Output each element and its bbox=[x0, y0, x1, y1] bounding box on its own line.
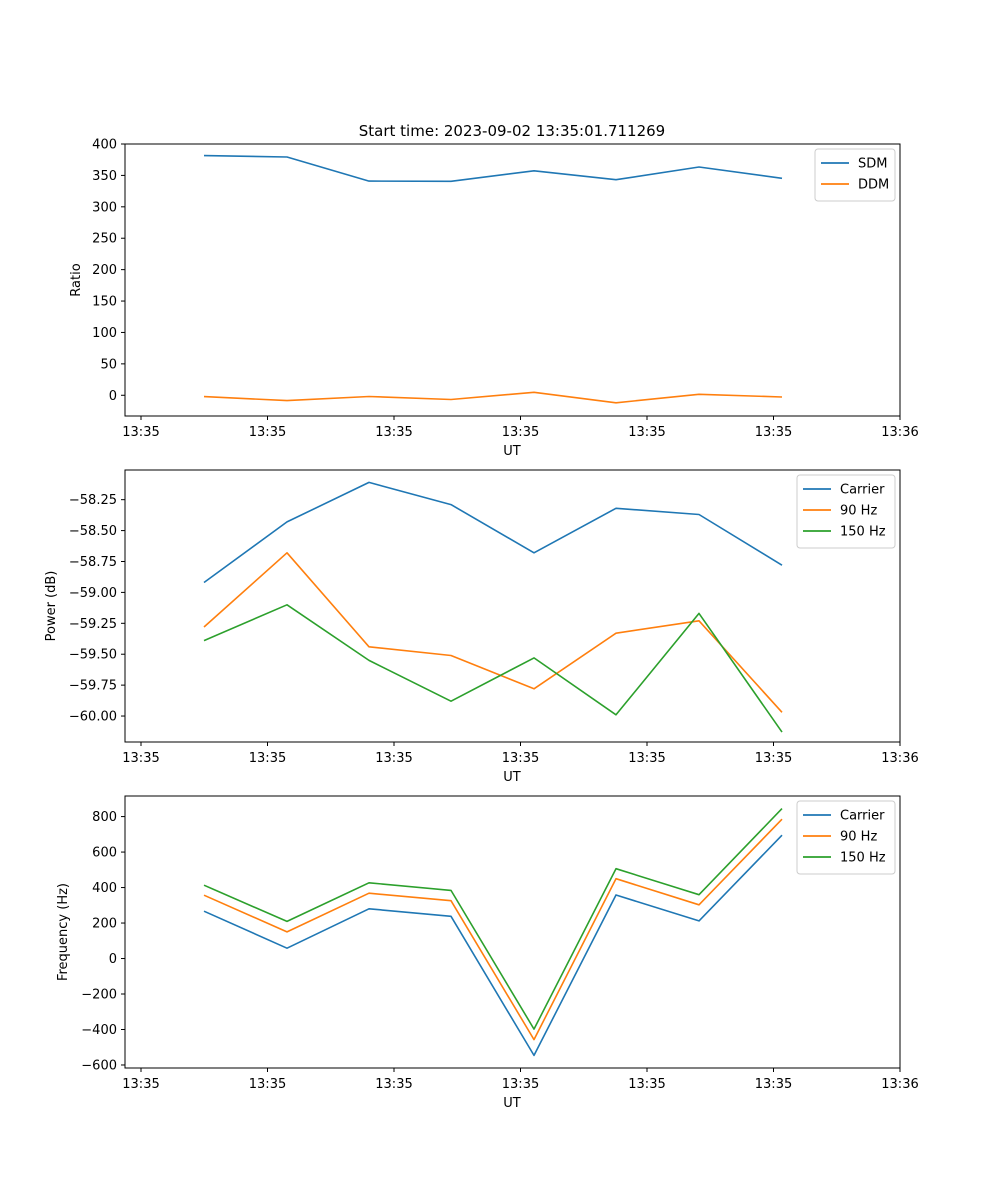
series-line-carrier bbox=[203, 481, 783, 584]
legend-label: Carrier bbox=[840, 809, 885, 824]
legend-label: DDM bbox=[858, 178, 889, 193]
y-tick-label: 250 bbox=[92, 232, 117, 247]
x-tick-label: 13:35 bbox=[502, 1077, 539, 1092]
series-line-150-hz bbox=[203, 808, 783, 1030]
x-tick-label: 13:35 bbox=[502, 425, 539, 440]
y-tick-label: −59.00 bbox=[69, 586, 117, 601]
x-tick-label: 13:35 bbox=[375, 1077, 412, 1092]
y-tick-label: 200 bbox=[92, 917, 117, 932]
legend-box bbox=[796, 800, 896, 875]
y-tick-label: 0 bbox=[109, 389, 117, 404]
y-axis-label: Power (dB) bbox=[44, 571, 59, 642]
x-tick-label: 13:35 bbox=[122, 1077, 159, 1092]
x-tick-label: 13:35 bbox=[249, 425, 286, 440]
axes-frame bbox=[124, 795, 901, 1069]
x-axis-label: UT bbox=[503, 1096, 521, 1111]
legend-label: 90 Hz bbox=[840, 504, 877, 519]
x-tick-label: 13:35 bbox=[375, 425, 412, 440]
axes-frame bbox=[124, 469, 901, 743]
legend-label: 90 Hz bbox=[840, 830, 877, 845]
x-tick-label: 13:36 bbox=[881, 751, 918, 766]
y-tick-label: −59.75 bbox=[69, 679, 117, 694]
y-tick-label: −200 bbox=[81, 988, 117, 1003]
y-tick-label: −400 bbox=[81, 1023, 117, 1038]
x-axis-label: UT bbox=[503, 770, 521, 785]
legend-box bbox=[814, 148, 896, 202]
y-tick-label: 200 bbox=[92, 263, 117, 278]
y-tick-label: −600 bbox=[81, 1058, 117, 1073]
legend: SDM DDM bbox=[814, 148, 896, 202]
legend-label: SDM bbox=[858, 157, 887, 172]
x-tick-label: 13:35 bbox=[502, 751, 539, 766]
figure-title: Start time: 2023-09-02 13:35:01.711269 bbox=[359, 122, 665, 140]
y-tick-label: −60.00 bbox=[69, 710, 117, 725]
x-tick-label: 13:35 bbox=[755, 1077, 792, 1092]
x-tick-label: 13:35 bbox=[122, 751, 159, 766]
y-axis-label: Frequency (Hz) bbox=[56, 883, 71, 981]
series-line-carrier bbox=[203, 834, 783, 1057]
series-line-90-hz bbox=[203, 551, 783, 713]
legend: Carrier 90 Hz 150 Hz bbox=[796, 800, 896, 875]
plots: 13:35 13:35 13:35 13:35 13:35 13:35 13:36 0 50 10… bbox=[44, 138, 919, 1112]
y-axis-label: Ratio bbox=[69, 263, 84, 296]
x-tick-label: 13:36 bbox=[881, 425, 918, 440]
y-tick-label: 300 bbox=[92, 200, 117, 215]
y-tick-label: 350 bbox=[92, 169, 117, 184]
legend-label: 150 Hz bbox=[840, 851, 886, 866]
series-line-ddm bbox=[203, 391, 783, 404]
y-tick-label: 100 bbox=[92, 326, 117, 341]
x-tick-label: 13:36 bbox=[881, 1077, 918, 1092]
series-line-sdm bbox=[203, 154, 783, 183]
series-line-150-hz bbox=[203, 603, 783, 733]
y-tick-label: 0 bbox=[109, 952, 117, 967]
y-tick-label: 400 bbox=[92, 881, 117, 896]
subplot-1: 13:35 13:35 13:35 13:35 13:35 13:35 13:36 0 50 10… bbox=[69, 138, 919, 460]
y-tick-label: 50 bbox=[100, 357, 117, 372]
legend-box bbox=[796, 474, 896, 549]
y-tick-label: −58.75 bbox=[69, 555, 117, 570]
series-line-90-hz bbox=[203, 818, 783, 1041]
x-tick-label: 13:35 bbox=[249, 1077, 286, 1092]
y-tick-label: 400 bbox=[92, 138, 117, 153]
x-tick-label: 13:35 bbox=[628, 1077, 665, 1092]
x-tick-label: 13:35 bbox=[249, 751, 286, 766]
subplot-2: 13:35 13:35 13:35 13:35 13:35 13:35 13:36 −60.0… bbox=[44, 469, 919, 785]
legend: Carrier 90 Hz 150 Hz bbox=[796, 474, 896, 549]
x-tick-label: 13:35 bbox=[755, 425, 792, 440]
legend-label: Carrier bbox=[840, 483, 885, 498]
y-tick-label: −58.25 bbox=[69, 493, 117, 508]
x-tick-label: 13:35 bbox=[122, 425, 159, 440]
legend-label: 150 Hz bbox=[840, 525, 886, 540]
y-tick-label: −59.50 bbox=[69, 648, 117, 663]
y-tick-label: −58.50 bbox=[69, 524, 117, 539]
x-tick-label: 13:35 bbox=[628, 751, 665, 766]
y-tick-label: −59.25 bbox=[69, 617, 117, 632]
y-tick-label: 150 bbox=[92, 295, 117, 310]
x-axis-label: UT bbox=[503, 444, 521, 459]
x-tick-label: 13:35 bbox=[755, 751, 792, 766]
subplot-3: 13:35 13:35 13:35 13:35 13:35 13:35 13:36 −600 −… bbox=[56, 795, 919, 1111]
x-tick-label: 13:35 bbox=[628, 425, 665, 440]
x-tick-label: 13:35 bbox=[375, 751, 412, 766]
y-tick-label: 800 bbox=[92, 810, 117, 825]
y-tick-label: 600 bbox=[92, 846, 117, 861]
axes-frame bbox=[124, 143, 901, 417]
